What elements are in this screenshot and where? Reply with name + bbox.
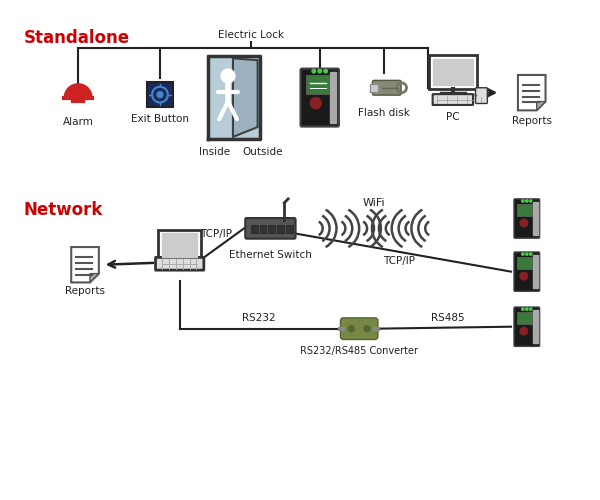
FancyBboxPatch shape [340,318,378,340]
Circle shape [324,70,328,73]
Circle shape [526,308,528,310]
Text: TCP/IP: TCP/IP [383,256,415,266]
Polygon shape [518,75,545,110]
FancyBboxPatch shape [517,312,532,324]
Bar [370,84,378,92]
FancyBboxPatch shape [476,88,487,104]
Text: TCP/IP: TCP/IP [200,229,232,239]
Circle shape [530,308,532,310]
FancyBboxPatch shape [301,68,339,126]
FancyBboxPatch shape [433,94,473,105]
FancyBboxPatch shape [514,199,539,238]
Bar [162,234,197,257]
Circle shape [221,69,235,83]
Text: Network: Network [24,201,103,219]
Bar [433,59,473,85]
Circle shape [520,328,527,335]
Polygon shape [233,58,257,137]
Circle shape [521,200,524,202]
Bar [158,230,202,260]
Text: RS232/RS485 Converter: RS232/RS485 Converter [300,346,418,356]
Circle shape [526,200,528,202]
Bar [260,226,266,234]
Bar [268,226,275,234]
Circle shape [157,92,163,98]
Polygon shape [208,56,260,139]
FancyBboxPatch shape [306,75,329,94]
Polygon shape [90,274,99,282]
Text: Outside: Outside [242,147,283,157]
Text: Ethernet Switch: Ethernet Switch [229,250,312,260]
Text: Inside: Inside [199,147,230,157]
Bar [533,202,538,235]
Text: Alarm: Alarm [62,117,94,127]
Text: RS232: RS232 [242,313,275,323]
Circle shape [530,253,532,256]
FancyBboxPatch shape [514,307,539,346]
Text: WiFi: WiFi [362,198,385,208]
Circle shape [530,200,532,202]
FancyBboxPatch shape [514,252,539,292]
Polygon shape [536,102,545,110]
Bar [286,226,293,234]
FancyBboxPatch shape [245,218,296,238]
FancyBboxPatch shape [517,257,532,269]
Text: Reports: Reports [65,286,105,296]
FancyBboxPatch shape [373,80,401,95]
Bar [533,255,538,288]
Text: Standalone: Standalone [24,28,130,46]
Bar [429,56,476,88]
Circle shape [520,272,527,280]
Circle shape [526,253,528,256]
Circle shape [318,70,322,73]
Circle shape [521,253,524,256]
Circle shape [310,98,322,108]
Circle shape [520,220,527,227]
Bar [329,72,337,123]
FancyBboxPatch shape [147,82,173,108]
Polygon shape [71,247,99,282]
Text: Exit Button: Exit Button [131,114,189,124]
Text: Flash disk: Flash disk [358,108,410,118]
Text: RS485: RS485 [431,313,465,323]
FancyBboxPatch shape [155,258,204,270]
Bar [251,226,257,234]
Bar [533,310,538,344]
Text: Reports: Reports [512,116,552,126]
FancyBboxPatch shape [517,204,532,216]
Circle shape [521,308,524,310]
Bar [277,226,284,234]
Circle shape [312,70,316,73]
Text: Electric Lock: Electric Lock [218,30,284,40]
Circle shape [364,326,370,332]
Wedge shape [64,84,92,98]
Circle shape [349,326,354,332]
Text: PC: PC [446,112,460,122]
